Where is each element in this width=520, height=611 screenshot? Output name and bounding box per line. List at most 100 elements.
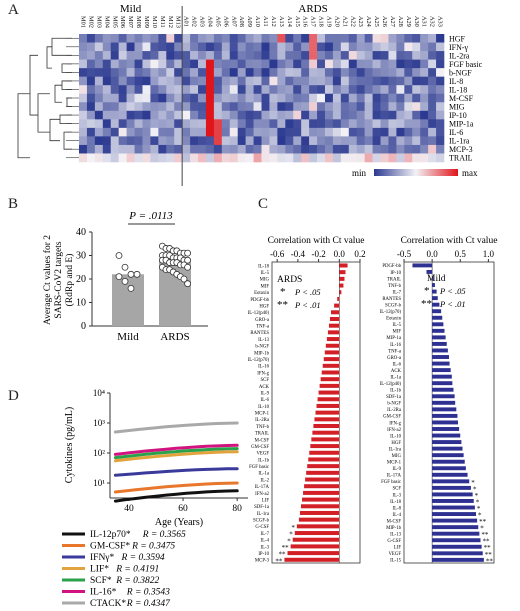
heatmap-cell [420,93,429,103]
corr-plot-frame [403,261,495,564]
panel-d-y-tick-label: 10¹ [93,478,105,488]
corr-bar [432,433,461,438]
heatmap-cell [380,76,389,86]
heatmap-cell [285,102,294,112]
panel-d-series-line [113,489,239,503]
corr-row-label: FGF basic [381,480,401,485]
heatmap-cell [324,85,334,95]
heatmap-cell [372,76,381,86]
heatmap-cell [301,85,310,95]
corr-row-label: IL-5 [260,271,269,276]
corr-row-label: TRAIL [387,277,401,282]
heatmap-cell [293,51,302,60]
heatmap-sample-label: A09 [246,16,253,27]
heatmap-cell [269,127,278,137]
panel-b-point [180,275,188,283]
heatmap-cell [324,110,334,120]
heatmap-cell [317,119,326,129]
heatmap-cell [118,110,127,120]
corr-row-label: IFN-g [257,371,269,376]
heatmap-cell [237,127,246,137]
heatmap-cell [309,59,318,69]
heatmap-sample-label: A13 [278,16,285,27]
heatmap-cell [150,110,159,120]
heatmap-cell [396,136,405,146]
heatmap-cell [301,102,310,112]
heatmap-cell [245,68,254,77]
panel-b-x-label: Mild [117,331,139,343]
heatmap-cell [118,59,127,69]
heatmap-cell [229,59,238,69]
heatmap-cell [285,93,294,103]
heatmap-cell [372,153,381,163]
corr-sig-marker: * [471,479,475,487]
heatmap-cell [245,136,254,146]
heatmap-cell [237,68,246,77]
heatmap-cell [324,144,334,154]
corr-row-label: IL-7 [260,532,269,537]
corr-bar [432,440,462,445]
heatmap-cell [269,51,278,60]
heatmap-cell [309,119,318,129]
heatmap-cell [364,93,373,103]
corr-bar [320,377,340,382]
panel-a-label: A [8,2,19,18]
heatmap-cell [285,59,294,69]
corr-legend-star-2: ** [421,298,432,310]
heatmap-color-legend [374,169,458,176]
heatmap-cell [190,136,199,146]
heatmap-cell [190,76,199,86]
heatmap-cell [190,68,199,77]
corr-bar [309,450,340,455]
heatmap-cell [158,102,167,112]
heatmap-cell [158,119,167,129]
panel-d-legend-r: R = 0.4191 [115,565,159,575]
corr-row-label: PDGF-bb [382,264,401,269]
heatmap-sample-label: A25 [373,16,380,27]
heatmap-cell [110,93,119,103]
heatmap-cell [182,93,191,103]
heatmap-cell [158,42,167,52]
corr-row-label: IL-18 [390,500,402,505]
corr-bar [306,470,340,475]
corr-bar [319,383,340,388]
heatmap-cell [198,93,207,103]
corr-row-label: HGF [259,304,269,309]
heatmap-cell [348,127,358,137]
heatmap-cell [245,153,254,163]
heatmap-cell [150,85,159,95]
heatmap-cell [428,102,437,112]
heatmap-cell [94,127,104,137]
heatmap-cell [332,51,342,60]
corr-bar [432,531,480,536]
heatmap-cell [134,93,143,103]
corr-row-label: GRO-a [255,318,270,323]
heatmap-cell [253,59,262,69]
heatmap-cell [213,93,223,103]
heatmap-cell [221,93,231,103]
heatmap-cell [213,42,223,52]
heatmap-cell [118,153,127,163]
heatmap-row-label: IL-2ra [449,51,470,60]
heatmap-cell [245,127,254,137]
heatmap-cell [396,102,405,112]
heatmap-cell [142,59,151,69]
heatmap-cell [86,93,96,103]
heatmap-cell [412,42,421,52]
heatmap-cell [110,127,119,137]
heatmap-cell [261,119,270,129]
heatmap-cell [348,51,358,60]
heatmap-cell [174,85,183,95]
heatmap-cell [253,76,262,86]
heatmap-cell [94,34,104,43]
heatmap-cell [126,51,135,60]
heatmap-cell [166,144,175,154]
heatmap-cell [102,93,112,103]
corr-bar [432,518,478,523]
corr-bar [432,296,438,301]
heatmap-cell [102,34,112,43]
heatmap-cell [364,144,373,154]
heatmap-cell [285,153,294,163]
heatmap-sample-label: A21 [341,16,348,27]
heatmap-cell [126,153,135,163]
